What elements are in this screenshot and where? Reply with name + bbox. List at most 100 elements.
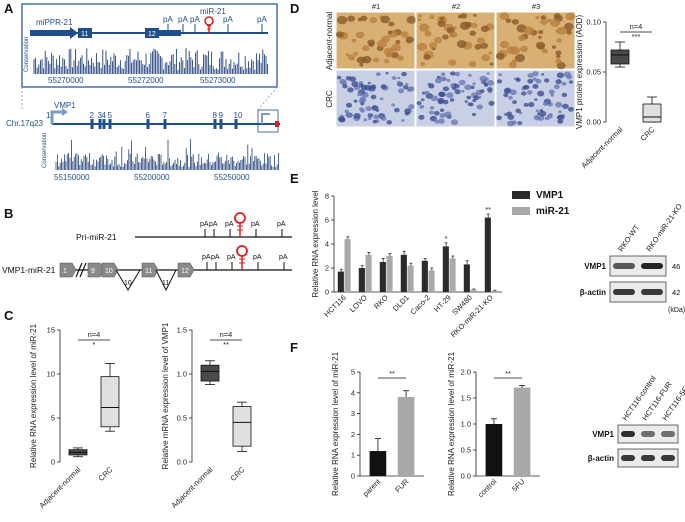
bar: [369, 451, 387, 476]
vmp-pa-label: pA: [227, 254, 236, 261]
cell-nucleus: [532, 77, 537, 81]
cell-nucleus: [509, 46, 521, 55]
loop-11-label: 11: [162, 280, 169, 287]
panel-f-fur-bar-chart: 0 1 2 3 4 5 Relative RNA expression level of m…: [331, 351, 424, 498]
cell-nucleus: [397, 88, 405, 94]
main-exon-mark: [146, 119, 150, 129]
blot-row-label: β-actin: [580, 288, 606, 297]
y-tick-label: 1.5: [461, 394, 471, 403]
cell-nucleus: [484, 77, 489, 82]
sig-mark: **: [485, 205, 491, 214]
main-conservation-track: [55, 139, 280, 170]
cell-nucleus: [385, 52, 393, 58]
category-label: CRC: [639, 125, 657, 143]
mir21-locus-mark: [275, 121, 279, 127]
cell-nucleus: [355, 31, 365, 39]
chr-label: Chr.17q23: [6, 119, 43, 128]
main-exon-label: 7: [163, 111, 168, 120]
y-tick-label: 4: [325, 240, 329, 249]
cell-nucleus: [556, 72, 565, 79]
vmp-exon-arrow: [141, 262, 159, 278]
main-exon-label: 4: [102, 111, 107, 120]
cell-nucleus: [347, 54, 356, 61]
cell-nucleus: [548, 89, 555, 95]
vmp-hairpin: [236, 245, 248, 270]
blot-lane-label: RKO-WT: [616, 223, 641, 253]
y-tick-label: 5: [351, 368, 355, 377]
cell-nucleus: [503, 93, 509, 98]
cell-nucleus: [380, 15, 390, 24]
cell-nucleus: [347, 87, 354, 93]
cell-nucleus: [448, 59, 457, 66]
main-exon-label: 5: [108, 111, 113, 120]
y-tick-label: 2: [325, 264, 329, 273]
cell-nucleus: [528, 101, 535, 108]
y-tick-label: 0.10: [586, 18, 601, 27]
vmp-exon-label: 9: [91, 268, 95, 275]
main-coord-1: 55150000: [54, 173, 90, 182]
vmp-exon-arrow: [59, 262, 77, 278]
bar: [400, 254, 407, 292]
vmp-exon-arrow: [101, 262, 119, 278]
y-axis-label: Relative RNA expression level of miR-21: [331, 351, 340, 496]
bar: [463, 264, 470, 292]
main-exon-label: 10: [234, 111, 243, 120]
cell-nucleus: [469, 30, 476, 36]
cell-nucleus: [568, 80, 574, 84]
cell-nucleus: [553, 12, 561, 19]
y-tick-label: 2.0: [461, 368, 471, 377]
cell-nucleus: [566, 30, 572, 35]
pri-pa-label: pA: [277, 221, 286, 228]
cell-nucleus: [532, 83, 539, 89]
cell-nucleus: [556, 26, 567, 35]
cell-nucleus: [549, 18, 561, 27]
cell-nucleus: [418, 23, 430, 32]
n-label: n=4: [630, 22, 643, 31]
inset-pa-label: pA: [178, 15, 188, 24]
cell-nucleus: [367, 39, 376, 46]
cell-nucleus: [401, 119, 405, 122]
bar: [386, 256, 393, 292]
n-label: n=4: [88, 330, 101, 339]
y-tick-label: 0.00: [586, 118, 601, 127]
cell-nucleus: [396, 81, 402, 85]
cell-nucleus: [395, 39, 401, 44]
sig-mark: **: [505, 369, 511, 378]
cell-nucleus: [360, 108, 366, 113]
cell-nucleus: [480, 89, 485, 93]
main-exon-label: 8: [213, 111, 218, 120]
sig-mark: **: [389, 369, 395, 378]
cell-nucleus: [438, 91, 446, 97]
cell-nucleus: [403, 85, 409, 90]
cell-nucleus: [505, 18, 512, 24]
pri-mir21-label: Pri-miR-21: [76, 232, 117, 242]
cell-nucleus: [561, 92, 568, 98]
cell-nucleus: [468, 102, 474, 107]
cell-nucleus: [442, 99, 449, 105]
blot-membrane: [609, 255, 667, 277]
y-tick-label: 2: [351, 430, 355, 439]
cell-nucleus: [522, 85, 528, 89]
cell-nucleus: [336, 75, 342, 80]
cell-nucleus: [460, 13, 468, 19]
inset-conservation-label: Conservation: [24, 37, 30, 72]
cell-nucleus: [535, 109, 539, 113]
panel-b-label: B: [4, 206, 13, 221]
cell-nucleus: [419, 104, 425, 109]
cell-nucleus: [562, 103, 569, 110]
cell-nucleus: [401, 71, 407, 77]
cell-nucleus: [353, 51, 359, 56]
panel-f-western-blot: HCT116-controlHCT116-FURHCT116-5FUVMP1β-…: [588, 374, 685, 468]
cell-nucleus: [515, 78, 521, 83]
cell-nucleus: [380, 116, 387, 121]
cell-nucleus: [470, 85, 475, 89]
cell-nucleus: [360, 102, 365, 106]
y-axis-label: VMP1 protein expression (AOD): [575, 15, 584, 130]
main-exon-mark: [90, 119, 94, 129]
cell-nucleus: [456, 40, 467, 49]
cell-nucleus: [438, 118, 445, 124]
micro-col-label: #3: [532, 2, 540, 11]
cell-nucleus: [495, 52, 505, 60]
box-body: [100, 376, 120, 428]
cell-nucleus: [565, 12, 576, 21]
